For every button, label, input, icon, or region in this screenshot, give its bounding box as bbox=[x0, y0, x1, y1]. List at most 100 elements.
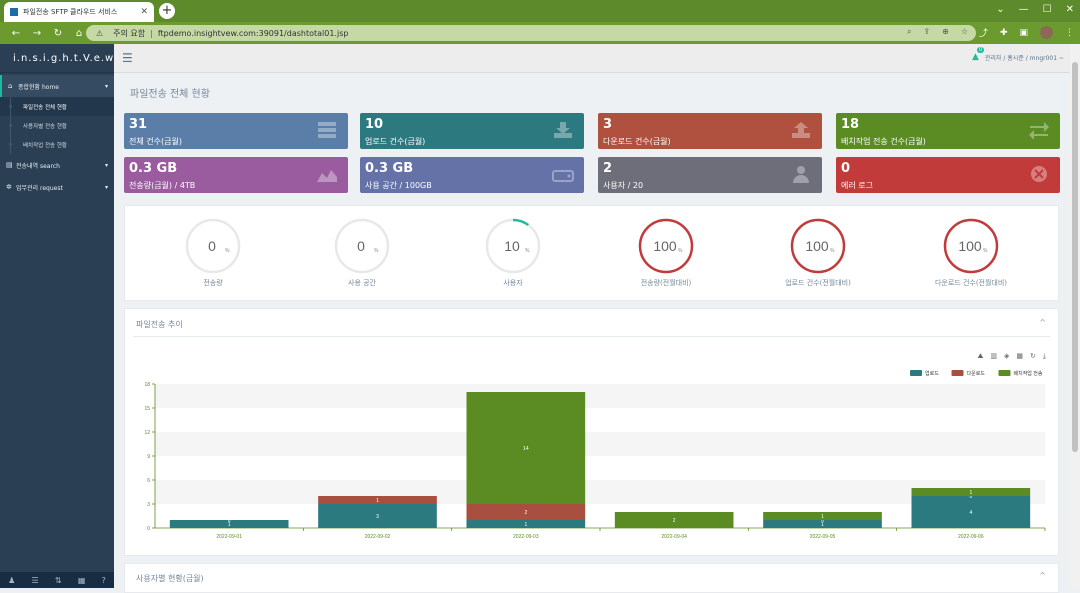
menu-icon[interactable]: ⋮ bbox=[1065, 27, 1074, 38]
stat-tile: 0.3 GB 전송량(금월) / 4TB bbox=[124, 157, 348, 193]
stat-value: 3 bbox=[603, 117, 613, 132]
forward-icon[interactable]: → bbox=[32, 27, 42, 39]
sidebar-item-request[interactable]: ✲ 업무관리 request ▾ bbox=[0, 176, 114, 198]
data-label: 14 bbox=[523, 446, 529, 452]
user-icon[interactable]: ♟ bbox=[8, 575, 16, 585]
security-status[interactable]: 주의 요함 bbox=[113, 28, 146, 38]
star-icon[interactable]: ☆ bbox=[960, 27, 968, 36]
gauge-label: 사용자 bbox=[503, 279, 523, 287]
stat-tile: 0 에러 로그 bbox=[836, 157, 1060, 193]
bar-segment bbox=[911, 488, 1031, 496]
sort-icon[interactable]: ⇅ bbox=[54, 575, 62, 585]
legend-swatch bbox=[910, 370, 922, 376]
address-bar[interactable]: ⚠ 주의 요함 | ftpdemo.insightvew.com:39091/d… bbox=[86, 25, 976, 41]
sidebar-item-label: 전송내역 search bbox=[16, 162, 60, 170]
maximize-icon[interactable]: ☐ bbox=[1042, 4, 1052, 15]
y-tick-label: 15 bbox=[144, 406, 150, 412]
stat-value: 0.3 GB bbox=[129, 161, 178, 176]
back-icon[interactable]: ← bbox=[11, 27, 21, 39]
zoom-icon[interactable]: ⊕ bbox=[942, 27, 949, 36]
sidebar-item-search[interactable]: ▤ 전송내역 search ▾ bbox=[0, 154, 114, 176]
sidebar-subitem-batch[interactable]: 배치작업 전송 현황 bbox=[0, 135, 114, 154]
bar-chart-icon[interactable]: ▥ bbox=[990, 352, 997, 360]
warning-icon: ⚠ bbox=[96, 28, 104, 38]
extensions-icon[interactable]: ✚ bbox=[999, 27, 1008, 38]
restore-icon[interactable]: ↻ bbox=[1030, 352, 1036, 360]
line-chart-icon[interactable]: ⛰ bbox=[977, 352, 984, 360]
gauge-ring: 0% bbox=[185, 218, 241, 274]
gauge-label: 업로드 건수(전월대비) bbox=[785, 279, 851, 287]
bar-segment bbox=[318, 504, 437, 528]
stat-tile: 3 다운로드 건수(금월) bbox=[598, 113, 822, 149]
chart-toolbox: ⛰ ▥ ◈ ▦ ↻ ⤓ bbox=[977, 352, 1046, 361]
profile-avatar[interactable] bbox=[1040, 26, 1053, 39]
bar-segment bbox=[911, 496, 1031, 528]
panel-title: 파일전송 추이 bbox=[136, 320, 183, 329]
stack-icon[interactable]: ◈ bbox=[1004, 352, 1010, 360]
grid-band bbox=[155, 480, 1045, 504]
sidebar-item-home[interactable]: ⌂ 종합현황 home ▾ bbox=[0, 75, 114, 97]
stat-label: 사용 공간 / 100GB bbox=[365, 181, 432, 190]
scrollbar-thumb[interactable] bbox=[1072, 62, 1078, 452]
gauge-ring: 100% bbox=[638, 218, 694, 274]
share-action-icon[interactable]: ⤴ bbox=[978, 29, 988, 39]
bar-segment bbox=[763, 512, 882, 520]
list-icon[interactable]: ☰ bbox=[31, 575, 39, 585]
browser-tab[interactable]: 파일전송 SFTP 클라우드 서비스 ✕ bbox=[4, 2, 154, 22]
collapse-icon[interactable]: ^ bbox=[1039, 318, 1046, 327]
user-icon bbox=[793, 166, 809, 183]
menu-toggle-icon[interactable]: ☰ bbox=[122, 51, 133, 65]
panel-title: 사용자별 현황(금월) bbox=[136, 574, 204, 583]
data-label: 1 bbox=[969, 490, 972, 496]
grid-band bbox=[155, 384, 1045, 408]
save-image-icon[interactable]: ⤓ bbox=[1042, 352, 1046, 360]
download-icon bbox=[554, 122, 572, 138]
bar-segment bbox=[466, 504, 586, 520]
server-icon bbox=[318, 122, 336, 138]
minimize-icon[interactable]: — bbox=[1018, 4, 1029, 15]
chevron-down-icon: ▾ bbox=[104, 161, 108, 169]
tiled-icon[interactable]: ▦ bbox=[1016, 352, 1024, 360]
url-text[interactable]: ftpdemo.insightvew.com:39091/dashtotal01… bbox=[157, 28, 349, 38]
hdd-icon bbox=[552, 170, 574, 182]
x-tick-label: 2022-09-02 bbox=[365, 534, 391, 540]
sidepanel-icon[interactable]: ▣ bbox=[1019, 27, 1028, 38]
data-label: 4 bbox=[969, 510, 972, 516]
notification-icon[interactable]: ▲ 0 bbox=[971, 47, 985, 62]
gauge: 0% 사용 공간 bbox=[312, 216, 412, 288]
chevron-down-icon: ▾ bbox=[104, 183, 108, 191]
gauge-unit: % bbox=[374, 248, 379, 254]
table-icon[interactable]: ▦ bbox=[77, 575, 86, 585]
search-icon[interactable]: ⌕ bbox=[906, 27, 912, 36]
y-tick-label: 18 bbox=[144, 382, 150, 388]
gauge-unit: % bbox=[225, 248, 230, 254]
notification-badge: 0 bbox=[976, 47, 985, 53]
stat-label: 업로드 건수(금월) bbox=[365, 137, 426, 146]
data-label: 1 bbox=[228, 522, 231, 528]
user-menu[interactable]: 관리자 / 홍시준 / mngr001 ~ bbox=[984, 54, 1064, 62]
times-circle-icon bbox=[1031, 166, 1047, 182]
table-icon: ▤ bbox=[6, 161, 13, 169]
home-nav-icon[interactable]: ⌂ bbox=[75, 27, 83, 39]
close-window-icon[interactable]: ✕ bbox=[1065, 4, 1074, 15]
home-icon: ⌂ bbox=[8, 82, 13, 90]
sidebar-subitem-user[interactable]: 사용자별 전송 현황 bbox=[0, 116, 114, 135]
reload-icon[interactable]: ↻ bbox=[53, 27, 63, 39]
sidebar-subitem-total[interactable]: 파일전송 전체 현황 bbox=[0, 97, 114, 116]
data-label: 2 bbox=[673, 518, 676, 524]
stat-tile: 31 전체 건수(금월) bbox=[124, 113, 348, 149]
gauge-unit: % bbox=[983, 248, 988, 254]
stat-label: 배치작업 전송 건수(금월) bbox=[841, 137, 926, 146]
chevron-down-icon: ▾ bbox=[104, 82, 108, 90]
chevron-down-icon[interactable]: ⌄ bbox=[996, 4, 1005, 15]
help-icon[interactable]: ? bbox=[101, 575, 106, 585]
page-scrollbar[interactable] bbox=[1070, 44, 1080, 588]
tab-close-icon[interactable]: ✕ bbox=[140, 7, 148, 17]
sidebar: i.n.s.i.g.h.t.V.e.w ⌂ 종합현황 home ▾ 파일전송 전… bbox=[0, 44, 114, 588]
share-icon[interactable]: ⇪ bbox=[923, 27, 931, 36]
new-tab-button[interactable]: + bbox=[159, 3, 175, 19]
bar-segment bbox=[763, 520, 882, 528]
collapse-icon[interactable]: ^ bbox=[1039, 571, 1046, 580]
grid-band bbox=[155, 432, 1045, 456]
logo[interactable]: i.n.s.i.g.h.t.V.e.w bbox=[0, 44, 114, 73]
